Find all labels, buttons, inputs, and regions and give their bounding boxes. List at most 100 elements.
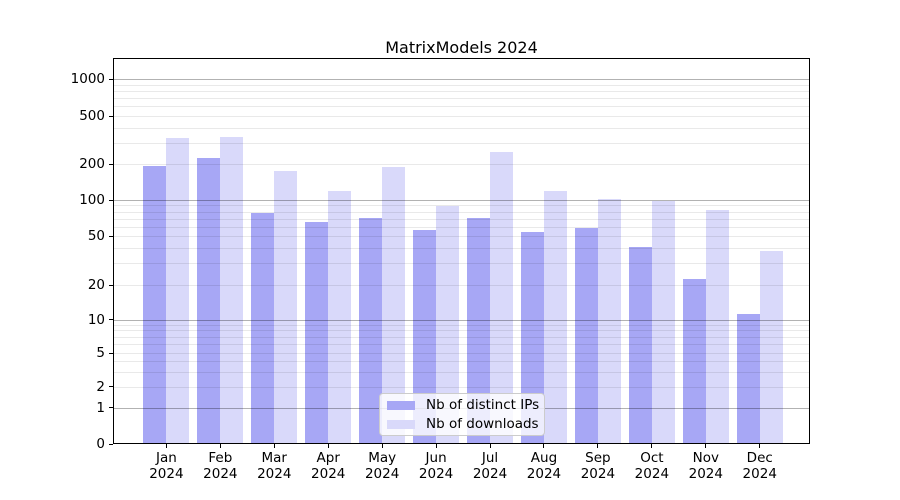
x-tick-month: Jun bbox=[425, 450, 447, 466]
x-tick-year: 2024 bbox=[364, 466, 400, 482]
x-tick-year: 2024 bbox=[418, 466, 454, 482]
bar-distinct-ips-jul bbox=[467, 217, 491, 443]
bar-downloads-jun bbox=[436, 205, 460, 443]
gridline-minor bbox=[114, 247, 809, 249]
y-tick-mark bbox=[109, 352, 113, 354]
x-tick-label-mar: Mar 2024 bbox=[244, 450, 304, 482]
bar-downloads-mar bbox=[274, 171, 298, 443]
gridline-minor bbox=[114, 84, 809, 86]
y-tick-label-10: 10 bbox=[87, 311, 105, 328]
x-tick-month: May bbox=[368, 450, 397, 466]
x-tick-year: 2024 bbox=[526, 466, 562, 482]
gridline-minor bbox=[114, 371, 809, 373]
x-tick-year: 2024 bbox=[634, 466, 670, 482]
x-tick-year: 2024 bbox=[472, 466, 508, 482]
x-tick-label-jun: Jun 2024 bbox=[406, 450, 466, 482]
x-tick-label-oct: Oct 2024 bbox=[622, 450, 682, 482]
y-tick-mark bbox=[109, 199, 113, 201]
legend: Nb of distinct IPs Nb of downloads bbox=[379, 393, 545, 436]
gridline-minor bbox=[114, 386, 809, 388]
x-tick-label-aug: Aug 2024 bbox=[514, 450, 574, 482]
y-tick-mark bbox=[109, 284, 113, 286]
y-tick-label-20: 20 bbox=[87, 277, 105, 293]
bar-downloads-jan bbox=[166, 138, 190, 443]
gridline-minor bbox=[114, 226, 809, 228]
y-tick-label-100: 100 bbox=[79, 192, 105, 208]
bar-distinct-ips-dec bbox=[736, 313, 760, 443]
legend-swatch-distinct-ips-icon bbox=[387, 400, 415, 410]
bar-downloads-jul bbox=[490, 151, 514, 443]
gridline-minor bbox=[114, 218, 809, 220]
legend-swatch-downloads-icon bbox=[387, 419, 415, 429]
gridline-minor bbox=[114, 344, 809, 346]
x-tick-label-nov: Nov 2024 bbox=[676, 450, 736, 482]
x-tick-month: Nov bbox=[692, 450, 719, 466]
legend-label-downloads: Nb of downloads bbox=[426, 415, 539, 432]
y-tick-label-2: 2 bbox=[96, 378, 105, 395]
y-tick-label-1000: 1000 bbox=[70, 71, 105, 87]
x-tick-year: 2024 bbox=[257, 466, 292, 482]
gridline-minor bbox=[114, 353, 809, 354]
x-tick-year: 2024 bbox=[688, 466, 723, 482]
gridline-minor bbox=[114, 361, 809, 363]
x-tick-mark bbox=[759, 444, 761, 448]
y-tick-mark bbox=[109, 115, 113, 117]
gridline-minor bbox=[114, 330, 809, 332]
x-tick-month: Jul bbox=[481, 450, 499, 466]
x-tick-label-dec: Dec 2024 bbox=[730, 450, 790, 482]
bar-distinct-ips-mar bbox=[251, 212, 275, 443]
bar-downloads-dec bbox=[759, 251, 783, 443]
y-tick-label-500: 500 bbox=[79, 108, 105, 124]
gridline-major bbox=[114, 79, 809, 80]
y-tick-label-200: 200 bbox=[79, 156, 105, 172]
bar-distinct-ips-feb bbox=[197, 158, 221, 443]
x-tick-year: 2024 bbox=[149, 466, 184, 482]
y-tick-label-1: 1 bbox=[96, 399, 105, 416]
plot-area bbox=[113, 58, 810, 444]
bar-distinct-ips-oct bbox=[628, 246, 652, 443]
x-tick-mark bbox=[705, 444, 707, 448]
bar-downloads-feb bbox=[220, 136, 244, 443]
x-tick-mark bbox=[381, 444, 383, 448]
x-tick-month: Oct bbox=[640, 450, 664, 466]
gridline-minor bbox=[114, 324, 809, 326]
x-tick-month: Mar bbox=[261, 450, 287, 466]
chart-title: MatrixModels 2024 bbox=[385, 38, 538, 57]
x-tick-label-jul: Jul 2024 bbox=[460, 450, 520, 482]
bar-distinct-ips-nov bbox=[682, 278, 706, 443]
gridline-minor bbox=[114, 336, 809, 338]
y-tick-mark bbox=[109, 78, 113, 80]
x-tick-mark bbox=[489, 444, 491, 448]
bar-distinct-ips-sep bbox=[574, 228, 598, 443]
x-tick-label-may: May 2024 bbox=[352, 450, 412, 482]
x-tick-mark bbox=[597, 444, 599, 448]
gridline-minor bbox=[114, 106, 809, 108]
y-tick-mark bbox=[109, 443, 113, 445]
x-tick-label-apr: Apr 2024 bbox=[298, 450, 358, 482]
gridline-minor bbox=[114, 285, 809, 286]
gridline-minor bbox=[114, 116, 809, 117]
bar-downloads-apr bbox=[328, 190, 352, 443]
y-tick-mark bbox=[109, 386, 113, 387]
gridline-minor bbox=[114, 211, 809, 213]
x-tick-mark bbox=[327, 444, 329, 448]
gridline-minor bbox=[114, 263, 809, 265]
bar-downloads-may bbox=[382, 167, 406, 443]
gridline-major bbox=[114, 319, 809, 321]
legend-item-distinct-ips: Nb of distinct IPs bbox=[387, 397, 539, 413]
bar-distinct-ips-aug bbox=[520, 231, 544, 443]
bar-distinct-ips-jun bbox=[413, 230, 437, 443]
x-tick-mark bbox=[651, 444, 653, 448]
x-tick-mark bbox=[543, 444, 545, 448]
gridline-minor bbox=[114, 90, 809, 92]
x-tick-mark bbox=[273, 444, 275, 448]
bar-distinct-ips-may bbox=[359, 218, 383, 443]
x-tick-month: Dec bbox=[746, 450, 773, 466]
gridline-major bbox=[114, 200, 809, 201]
bar-distinct-ips-apr bbox=[305, 222, 329, 443]
gridline-minor bbox=[114, 142, 809, 144]
bar-downloads-aug bbox=[543, 191, 567, 443]
gridline-minor bbox=[114, 164, 809, 165]
bar-downloads-oct bbox=[651, 201, 675, 443]
